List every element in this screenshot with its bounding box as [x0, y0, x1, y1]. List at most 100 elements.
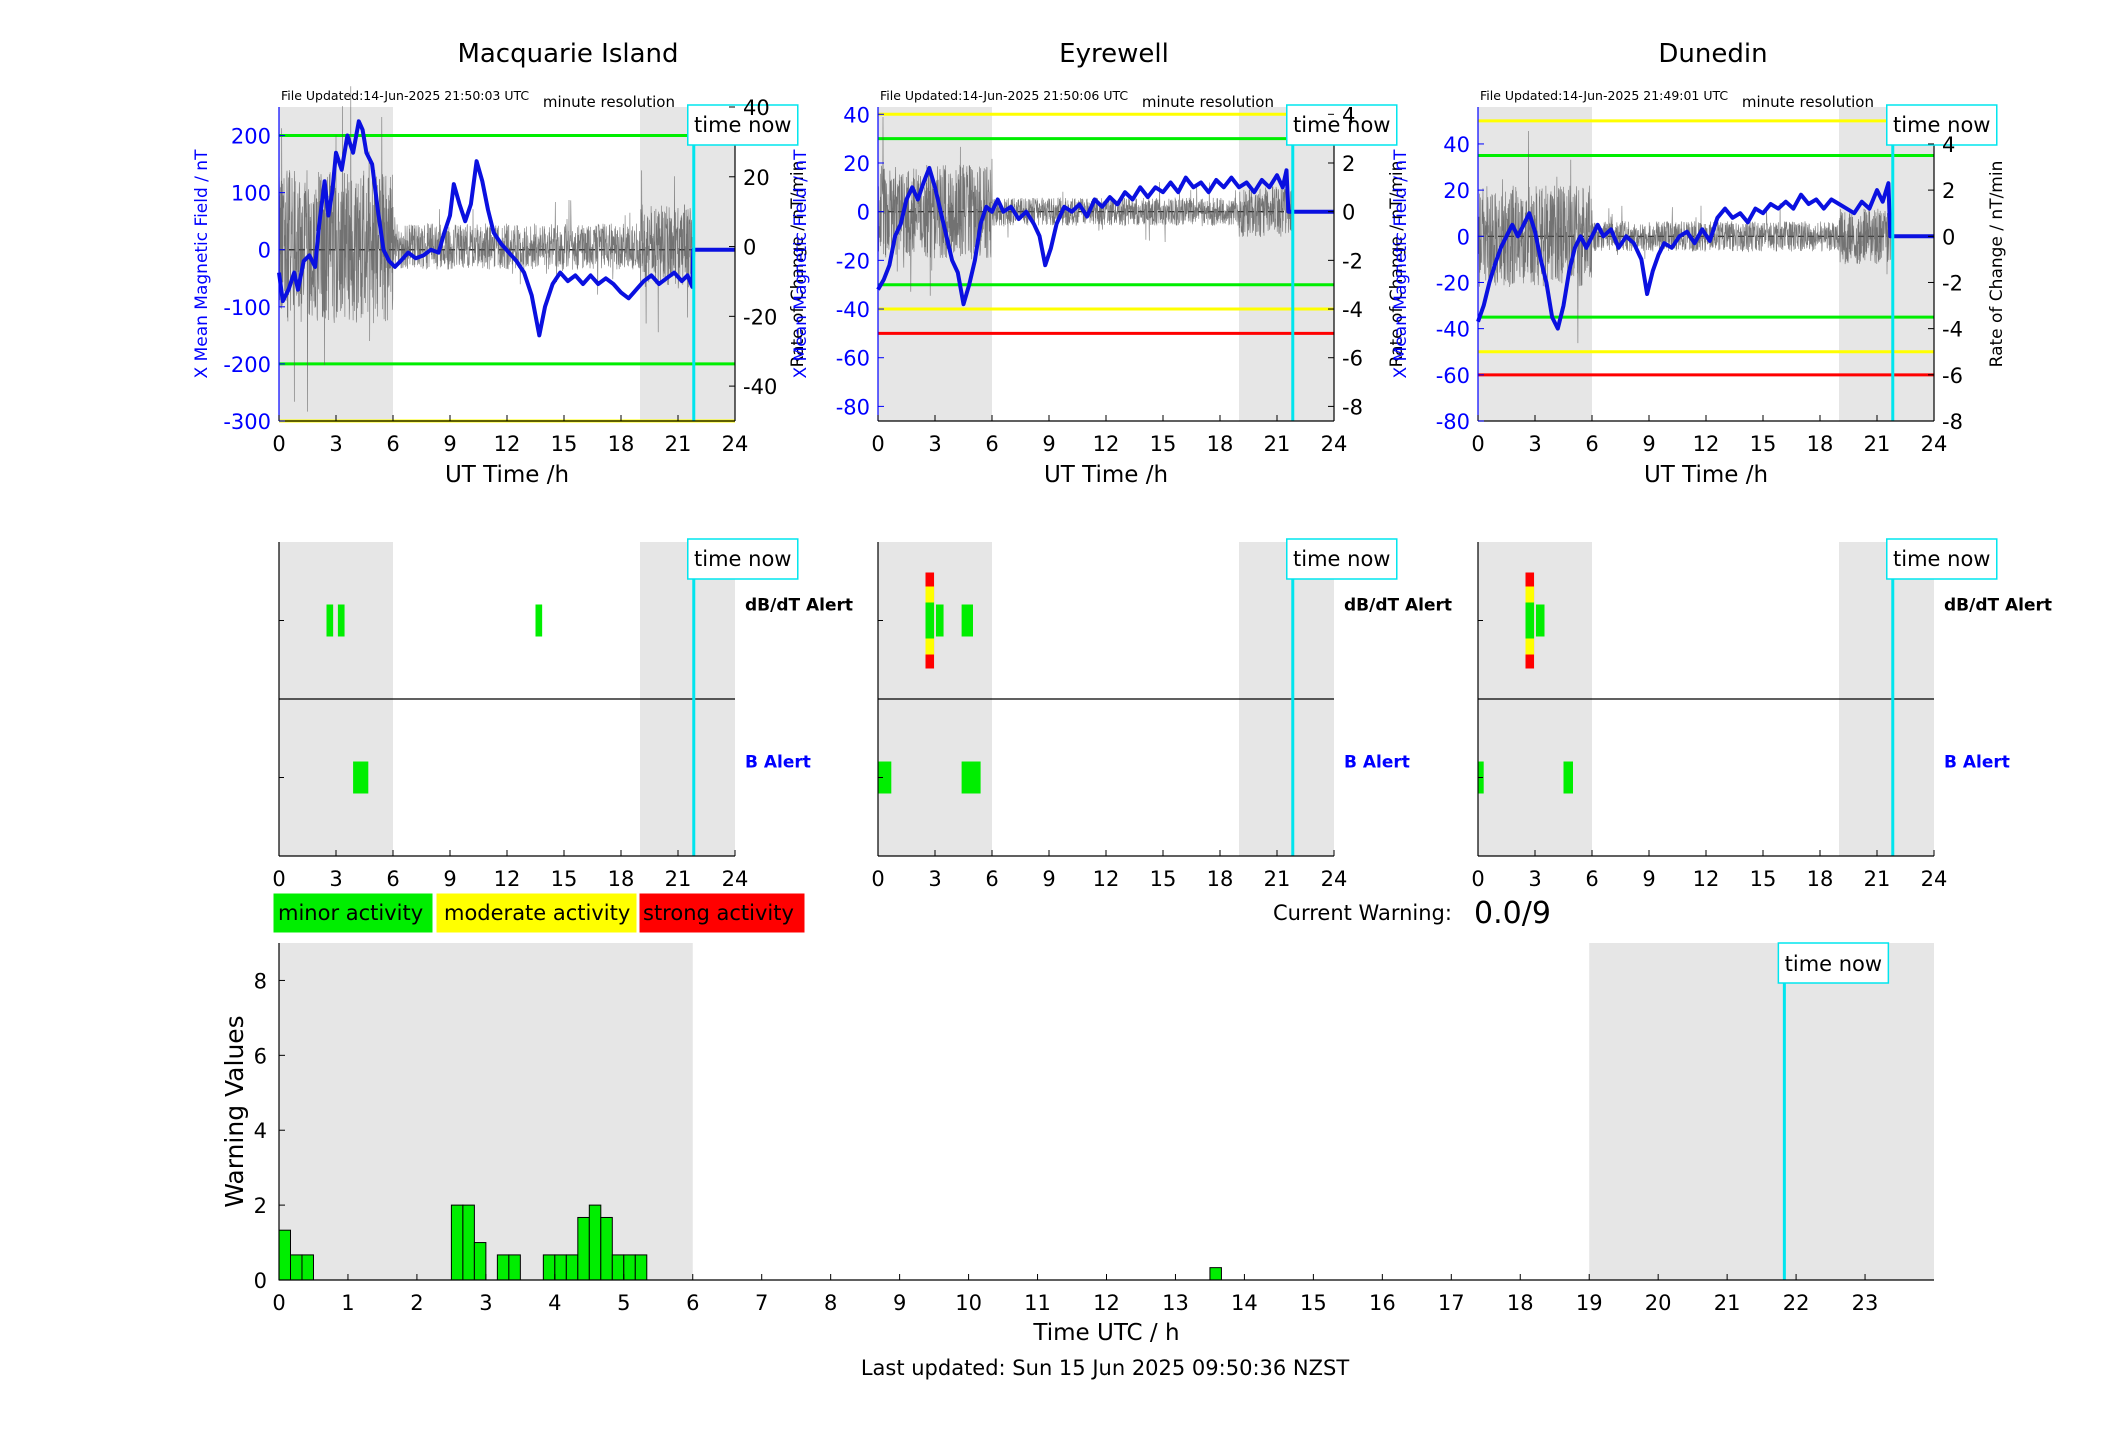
chart-title: Dunedin: [1658, 39, 1767, 69]
y-left-tick-label: 0: [857, 201, 870, 225]
y-right-axis-label: Rate of Change / nT/min: [1387, 161, 1407, 368]
dbdt-alert-label: dB/dT Alert: [1944, 596, 2052, 616]
x-tick-label: 24: [722, 432, 749, 456]
b-alert-label: B Alert: [1344, 753, 1410, 773]
x-tick-label: 0: [272, 1291, 285, 1315]
time-now-box: [1777, 942, 1890, 984]
x-tick-label: 11: [1024, 1291, 1051, 1315]
y-right-tick-label: 20: [743, 166, 770, 190]
warning-bar: [1209, 1267, 1222, 1281]
y-left-axis-label: X Mean Magnetic Field / nT: [1391, 149, 1411, 379]
x-tick-label: 21: [1264, 432, 1291, 456]
time-now-box: [1886, 538, 1998, 580]
dbdt-alert-label: dB/dT Alert: [745, 596, 853, 616]
x-tick-label: 21: [1864, 867, 1891, 891]
x-tick-label: 17: [1438, 1291, 1465, 1315]
y-right-tick-label: 4: [1342, 103, 1355, 127]
warning-bar: [542, 1254, 556, 1281]
y-right-tick-label: -4: [1942, 318, 1963, 342]
time-now-label: time now: [1785, 952, 1882, 976]
dbdt-alert-bar: [535, 604, 543, 637]
x-tick-label: 12: [1093, 1291, 1120, 1315]
x-tick-label: 6: [985, 867, 998, 891]
y-left-tick-label: 0: [258, 239, 271, 263]
legend-strong-swatch: [638, 892, 806, 934]
activity-legend: minor activity moderate activity strong …: [272, 892, 806, 934]
y-tick-label: 6: [254, 1044, 267, 1068]
x-tick-label: 22: [1783, 1291, 1810, 1315]
x-tick-label: 21: [665, 867, 692, 891]
x-tick-label: 3: [329, 867, 342, 891]
y-right-tick-label: 40: [743, 96, 770, 120]
y-right-tick-label: -40: [743, 375, 777, 399]
x-tick-label: 7: [755, 1291, 768, 1315]
y-right-axis-label: Rate of Change / nT/min: [788, 161, 808, 368]
y-right-tick-label: 0: [1942, 225, 1955, 249]
x-tick-label: 14: [1231, 1291, 1258, 1315]
x-tick-label: 15: [551, 432, 578, 456]
time-now-box: [687, 538, 799, 580]
x-tick-label: 6: [386, 867, 399, 891]
x-tick-label: 12: [494, 432, 521, 456]
x-tick-label: 0: [871, 432, 884, 456]
x-tick-label: 18: [1207, 432, 1234, 456]
warning-bar: [496, 1254, 510, 1281]
x-tick-label: 15: [551, 867, 578, 891]
file-updated: File Updated:14-Jun-2025 21:49:01 UTC: [1480, 88, 1728, 103]
y-left-tick-label: 200: [231, 125, 271, 149]
time-now-label: time now: [1293, 113, 1390, 137]
x-tick-label: 18: [1807, 867, 1834, 891]
warning-bar: [462, 1204, 475, 1281]
b-alert-bar: [878, 761, 892, 794]
x-tick-label: 6: [386, 432, 399, 456]
warning-bar: [634, 1254, 648, 1281]
x-tick-label: 5: [617, 1291, 630, 1315]
x-tick-label: 18: [1207, 867, 1234, 891]
x-tick-label: 12: [1093, 867, 1120, 891]
x-tick-label: 18: [608, 432, 635, 456]
legend-minor-label: minor activity: [278, 901, 423, 925]
y-left-tick-label: -60: [836, 347, 870, 371]
shaded-region: [1239, 107, 1334, 421]
y-left-tick-label: -20: [836, 249, 870, 273]
legend-minor-swatch: [272, 892, 434, 934]
time-now-label: time now: [1893, 113, 1990, 137]
b-alert-label: B Alert: [745, 753, 811, 773]
b-alert-bar: [353, 761, 369, 794]
x-tick-label: 24: [1321, 867, 1348, 891]
y-tick-label: 4: [254, 1119, 267, 1143]
x-tick-label: 21: [665, 432, 692, 456]
y-left-tick-label: 20: [1443, 179, 1470, 203]
rate-of-change-series: [1477, 130, 1892, 344]
x-tick-label: 18: [1807, 432, 1834, 456]
current-warning-label: Current Warning:: [1273, 901, 1452, 925]
x-tick-label: 6: [985, 432, 998, 456]
x-tick-label: 15: [1150, 432, 1177, 456]
y-left-tick-label: -200: [223, 353, 271, 377]
b-alert-bar: [1563, 761, 1573, 794]
last-updated: Last updated: Sun 15 Jun 2025 09:50:36 N…: [861, 1356, 1350, 1380]
x-tick-label: 21: [1264, 867, 1291, 891]
y-right-tick-label: 0: [743, 236, 756, 260]
time-now-label: time now: [1293, 547, 1390, 571]
x-tick-label: 20: [1645, 1291, 1672, 1315]
x-tick-label: 3: [928, 432, 941, 456]
eyrewell-alert-panel: time now dB/dT Alert B Alert 0 3 6 9 12 15 18 21 24: [871, 538, 1452, 891]
x-tick-label: 24: [1921, 432, 1948, 456]
x-tick-label: 19: [1576, 1291, 1603, 1315]
x-tick-label: 0: [272, 867, 285, 891]
x-tick-label: 15: [1150, 867, 1177, 891]
macquarie-alert-panel: time now dB/dT Alert B Alert 0 3 6 9 12 15 18 21 24: [272, 538, 853, 891]
warning-bar: [600, 1216, 613, 1281]
x-tick-label: 3: [928, 867, 941, 891]
shaded-region: [279, 943, 693, 1280]
field-series: [277, 119, 735, 338]
x-tick-label: 6: [1585, 432, 1598, 456]
x-tick-label: 18: [608, 867, 635, 891]
y-right-tick-label: -8: [1942, 410, 1963, 434]
warning-bar: [278, 1229, 291, 1281]
x-tick-label: 9: [1042, 867, 1055, 891]
x-tick-label: 9: [1642, 432, 1655, 456]
legend-strong-label: strong activity: [643, 901, 794, 925]
